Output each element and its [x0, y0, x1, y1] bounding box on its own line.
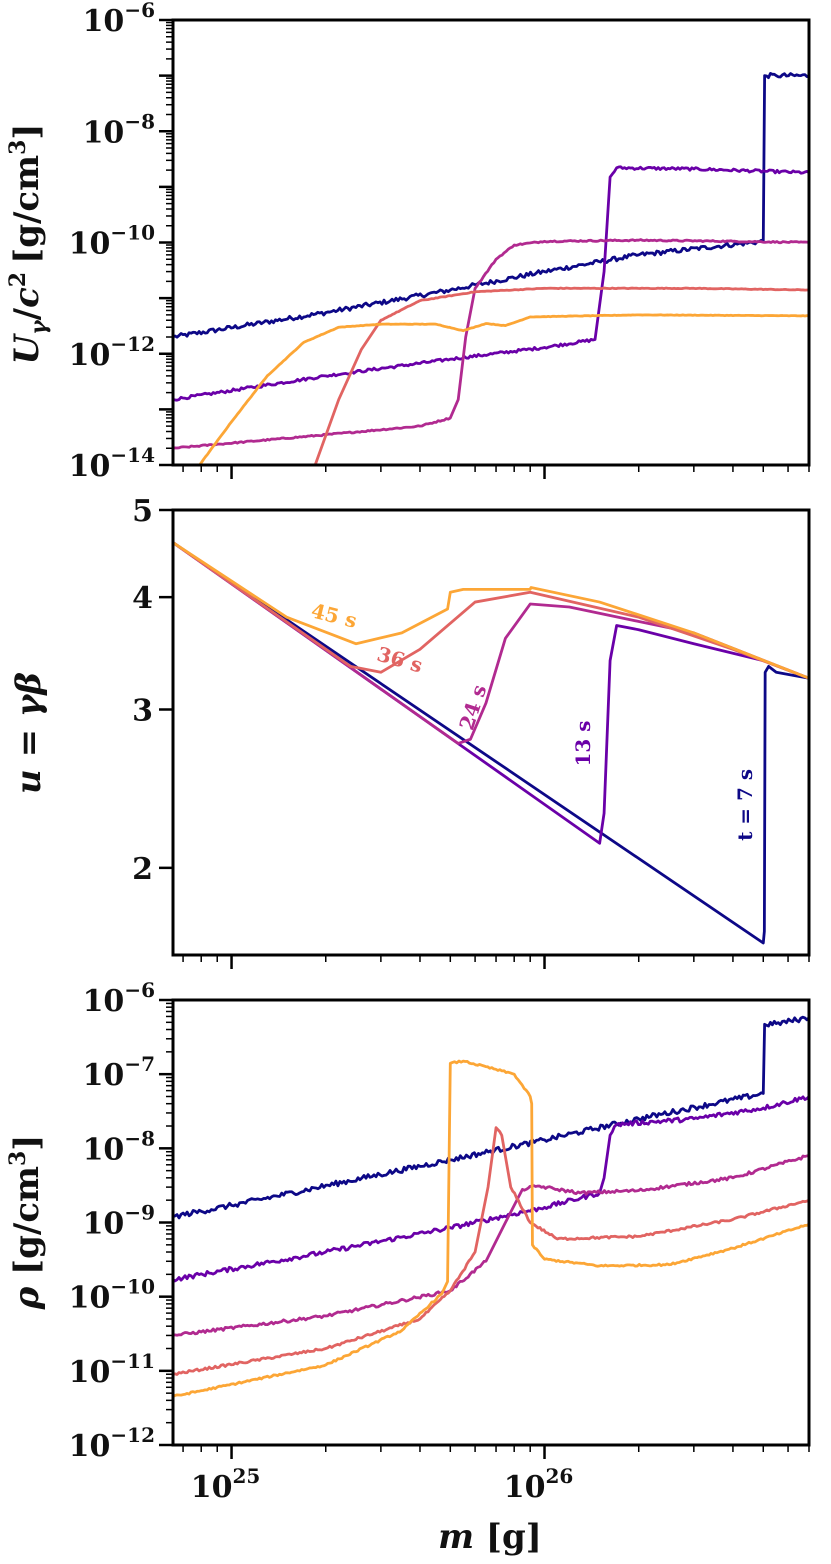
- y-tick-label: 10−8: [83, 109, 155, 150]
- series-line-36-s: [173, 541, 809, 680]
- y-tick-label: 10−12: [69, 332, 155, 373]
- y-tick-label: 4: [132, 581, 153, 616]
- plot-frame-top: [171, 18, 811, 467]
- series-line-13-s: [173, 541, 809, 845]
- plot-frame-middle: [171, 508, 811, 957]
- series-line-36-s: [173, 1126, 809, 1376]
- curve-label: t = 7 s: [733, 769, 757, 841]
- x-axis-label: m [g]: [438, 1517, 542, 1557]
- series-line-45-s: [173, 1059, 809, 1398]
- series-line-24-s: [173, 541, 809, 745]
- y-axis-label-bottom: ρ [g/cm3]: [5, 1135, 47, 1311]
- y-tick-label: 10−7: [83, 1052, 155, 1093]
- curve-label: 24 s: [454, 682, 491, 733]
- curve-label: 13 s: [571, 720, 595, 766]
- series-line-24-s: [173, 1154, 809, 1337]
- panel-photon-energy-density: 10−6 10−8 10−10 10−12 10−14 Uγ/c2[g/cm3]: [5, 0, 811, 484]
- y-tick-label: 3: [132, 694, 153, 729]
- series-line-t-7-s: [173, 1015, 809, 1220]
- y-tick-label: 10−12: [69, 1423, 155, 1464]
- series-line-45-s: [198, 313, 809, 465]
- series-line-13-s: [173, 165, 809, 402]
- y-tick-label: 10−10: [69, 221, 155, 262]
- x-tick-label: 1025: [191, 1464, 261, 1505]
- y-axis-label-middle: u = γβ: [9, 672, 49, 794]
- series-line-24-s: [173, 238, 809, 450]
- series-line-t-7-s: [173, 541, 809, 945]
- y-tick-label: 10−6: [83, 978, 155, 1019]
- y-tick-label: 10−8: [83, 1126, 155, 1167]
- series-line-t-7-s: [173, 72, 809, 339]
- x-tick-label: 1026: [504, 1464, 574, 1505]
- y-tick-label: 10−6: [83, 0, 155, 39]
- y-tick-label: 2: [132, 852, 153, 887]
- series-line-45-s: [173, 541, 809, 680]
- y-tick-label: 10−14: [69, 443, 155, 484]
- y-tick-label: 5: [132, 494, 153, 529]
- y-axis-label-top: Uγ/c2[g/cm3]: [5, 124, 52, 365]
- y-tick-label: 10−11: [69, 1349, 155, 1390]
- series-line-13-s: [173, 1095, 809, 1283]
- y-tick-label: 10−10: [69, 1275, 155, 1316]
- plot-frame-bottom: [171, 998, 811, 1447]
- series-line-36-s: [313, 286, 809, 465]
- y-tick-label: 10−9: [83, 1201, 155, 1242]
